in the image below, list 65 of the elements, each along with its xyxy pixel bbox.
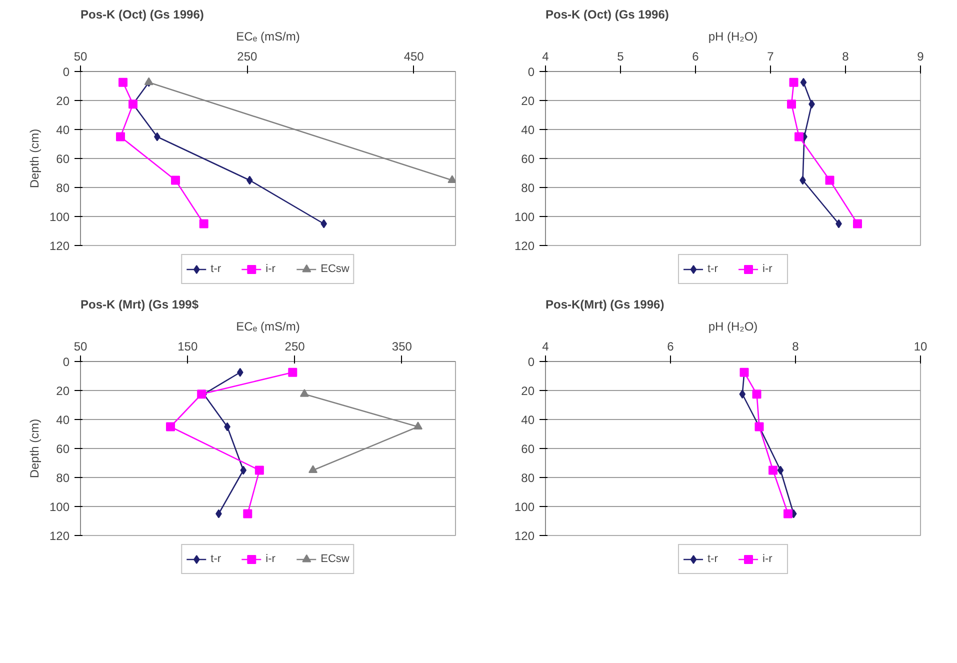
legend-label: i-r [266, 553, 276, 565]
chart-title: Pos-K (Oct) (Gs 1996) [80, 8, 204, 22]
x-axis-title: ECₑ (mS/m) [236, 30, 300, 44]
x-tick-label: 350 [392, 340, 412, 354]
y-tick-label: 100 [49, 500, 70, 514]
y-tick-label: 60 [521, 152, 535, 166]
legend-label: t-r [210, 553, 222, 565]
x-tick-label: 250 [284, 340, 306, 354]
x-tick-label: 4 [542, 340, 550, 354]
y-tick-label: 40 [521, 413, 535, 427]
chart-title: Pos-K (Mrt) (Gs 199$ [80, 298, 199, 312]
x-tick-label: 5 [617, 50, 624, 64]
y-tick-label: 60 [56, 152, 70, 166]
y-tick-label: 80 [56, 471, 70, 485]
x-axis-title: ECₑ (mS/m) [236, 320, 300, 334]
legend-label: ECsw [320, 263, 350, 275]
chart-title: Pos-K(Mrt) (Gs 1996) [546, 298, 664, 312]
legend-label: ECsw [320, 553, 350, 565]
y-tick-label: 100 [514, 500, 535, 514]
x-tick-label: 7 [767, 50, 774, 64]
y-tick-label: 60 [56, 442, 70, 456]
x-tick-label: 150 [178, 340, 198, 354]
legend-label: t-r [708, 553, 719, 565]
legend-label: i-r [762, 553, 774, 565]
x-tick-label: 450 [404, 50, 424, 64]
x-axis-title: pH (H₂O) [708, 30, 758, 44]
legend-label: t-r [708, 263, 719, 275]
y-tick-label: 120 [49, 239, 70, 253]
x-tick-label: 8 [842, 50, 850, 64]
y-tick-label: 120 [514, 239, 535, 253]
x-tick-label: 50 [74, 340, 88, 354]
x-tick-label: 6 [667, 340, 674, 354]
y-tick-label: 0 [528, 65, 535, 79]
y-tick-label: 20 [521, 94, 535, 108]
y-tick-label: 80 [521, 181, 535, 195]
x-tick-label: 250 [237, 50, 258, 64]
legend-label: i-r [762, 263, 774, 275]
y-axis-title: Depth (cm) [27, 128, 42, 188]
y-tick-label: 20 [521, 384, 535, 398]
y-tick-label: 0 [62, 65, 70, 79]
y-tick-label: 100 [49, 210, 70, 224]
y-tick-label: 40 [56, 413, 70, 427]
x-tick-label: 6 [692, 50, 700, 64]
x-axis-title: pH (H₂O) [708, 320, 758, 334]
y-tick-label: 120 [514, 529, 535, 543]
y-tick-label: 120 [49, 529, 70, 543]
y-axis-title: Depth (cm) [27, 418, 42, 478]
y-tick-label: 60 [521, 442, 535, 456]
chart-title: Pos-K (Oct) (Gs 1996) [546, 8, 669, 22]
x-tick-label: 9 [917, 50, 924, 64]
x-tick-label: 8 [792, 340, 800, 354]
y-tick-label: 20 [56, 94, 70, 108]
x-tick-label: 50 [74, 50, 88, 64]
y-tick-label: 0 [528, 355, 535, 369]
y-tick-label: 80 [521, 471, 535, 485]
legend-label: t-r [210, 263, 222, 275]
x-tick-label: 10 [914, 340, 928, 354]
y-tick-label: 40 [56, 123, 70, 137]
y-tick-label: 0 [62, 355, 70, 369]
x-tick-label: 4 [542, 50, 550, 64]
y-tick-label: 80 [56, 181, 70, 195]
y-tick-label: 40 [521, 123, 535, 137]
y-tick-label: 100 [514, 210, 535, 224]
y-tick-label: 20 [56, 384, 70, 398]
legend-label: i-r [266, 263, 276, 275]
